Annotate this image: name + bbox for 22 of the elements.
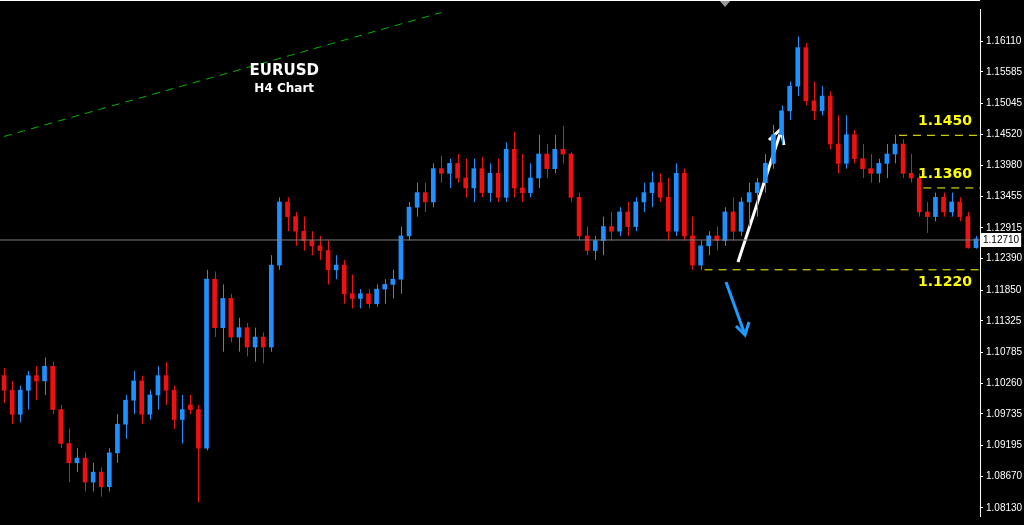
y-tick-label: 1.10260: [986, 377, 1023, 389]
y-tick-label: 1.15585: [986, 65, 1023, 77]
y-tick-label: 1.12915: [986, 221, 1023, 233]
ref-line-label: 1.1450: [917, 111, 973, 128]
y-tick-label: 1.12390: [986, 252, 1023, 264]
y-tick-label: 1.11325: [986, 314, 1022, 326]
y-tick-label: 1.13980: [986, 159, 1023, 171]
y-tick-label: 1.11850: [986, 284, 1022, 296]
y-tick-label: 1.13455: [986, 190, 1023, 202]
y-tick-label: 1.15045: [986, 97, 1023, 109]
y-tick-label: 1.09735: [986, 407, 1023, 419]
ref-line-label: 1.12710: [983, 233, 1020, 245]
y-tick-label: 1.16110: [986, 34, 1022, 46]
text: H4 Chart: [254, 81, 315, 96]
y-tick-label: 1.09195: [986, 439, 1023, 451]
y-tick-label: 1.10785: [986, 346, 1023, 358]
ref-line-label: 1.1360: [917, 164, 973, 181]
y-tick-label: 1.14520: [986, 127, 1023, 139]
y-tick-label: 1.08130: [986, 501, 1023, 513]
y-tick-label: 1.08670: [986, 469, 1023, 481]
ref-line-label: 1.1220: [917, 273, 973, 290]
text: EURUSD: [249, 60, 319, 79]
